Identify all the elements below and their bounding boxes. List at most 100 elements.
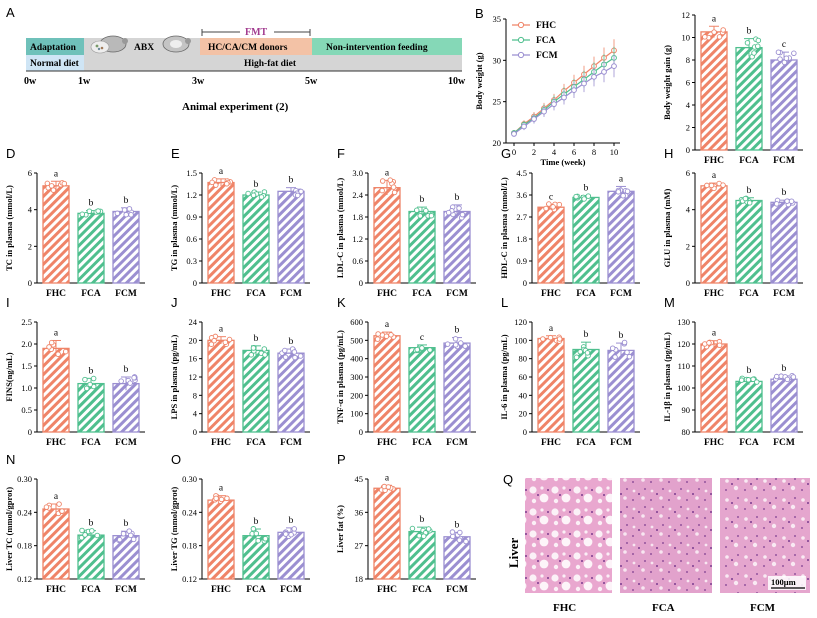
data-point — [773, 373, 780, 380]
data-point — [79, 527, 85, 534]
data-point — [420, 533, 427, 539]
significance-letter: a — [385, 473, 390, 483]
y-tick-label: 0.18 — [17, 541, 32, 551]
data-point — [425, 526, 432, 532]
data-point — [48, 339, 55, 346]
bar-fhc — [537, 337, 565, 433]
data-point — [720, 182, 726, 188]
significance-letter: a — [54, 169, 59, 179]
x-axis-label: Time (week) — [541, 157, 586, 167]
chart-panel-f: F 0 0.6 1.2 1.8 2.4 3.0 LDL-C in plasma (mmol/L… — [335, 146, 476, 299]
data-point — [283, 531, 289, 537]
bar-fca — [77, 212, 105, 284]
y-tick-label: 20 — [189, 335, 198, 345]
panel-letter-c: C — [664, 0, 673, 3]
data-point — [543, 205, 549, 212]
data-point — [791, 50, 797, 57]
significance-letter: b — [455, 520, 460, 530]
data-point — [784, 376, 791, 383]
y-tick-label: 2.0 — [21, 339, 32, 349]
data-point — [250, 526, 257, 532]
significance-letter: a — [219, 325, 224, 335]
bar-fcm — [607, 190, 635, 284]
bar-fhc — [700, 185, 728, 284]
y-tick-label: 20 — [493, 138, 502, 148]
data-point — [738, 377, 745, 383]
significance-letter: b — [455, 326, 460, 336]
y-tick-label: 400 — [350, 354, 363, 364]
x-category-label: FCM — [280, 289, 302, 299]
y-axis-label: TG in plasma (mmol/L) — [169, 185, 179, 271]
bar-fhc — [700, 343, 728, 433]
y-tick-label: 0.9 — [186, 212, 197, 222]
y-tick-label: 12 — [189, 372, 198, 382]
histology-image-fcm — [720, 478, 810, 593]
data-point — [581, 196, 587, 202]
significance-letter: b — [619, 331, 624, 341]
bar-fhc — [207, 181, 235, 284]
y-tick-label: 40 — [519, 390, 528, 400]
y-tick-label: 27 — [355, 541, 364, 551]
adaptation-bar — [26, 38, 84, 55]
significance-letter: b — [782, 188, 787, 198]
data-point — [248, 352, 255, 358]
data-point — [250, 192, 257, 198]
data-point — [459, 211, 466, 218]
data-point — [258, 194, 265, 200]
legend-marker — [517, 36, 525, 44]
significance-letter: b — [584, 330, 589, 340]
data-point — [449, 529, 456, 535]
y-tick-label: 600 — [350, 317, 363, 327]
x-category-label: FHC — [377, 438, 397, 448]
significance-letter: c — [549, 192, 553, 202]
data-point — [213, 495, 219, 502]
series-point-fcm — [611, 63, 617, 70]
y-tick-label: 0.30 — [17, 474, 32, 484]
data-point — [121, 207, 128, 213]
data-point — [89, 528, 95, 534]
y-tick-label: 0.24 — [182, 507, 198, 517]
series-point-fcm — [521, 123, 527, 130]
y-tick-label: 8 — [193, 390, 197, 400]
y-tick-label: 2.7 — [516, 212, 527, 222]
bar-fhc — [373, 187, 401, 284]
x-category-label: FHC — [211, 289, 231, 299]
bar-fcm — [277, 352, 305, 433]
data-point — [462, 343, 468, 349]
chart-panel-h: H 0 2 4 6 GLU in plasma (mM) a FHC b FCA b FCM — [662, 146, 803, 299]
bar-fhc — [373, 487, 401, 580]
significance-letter: b — [420, 195, 425, 205]
data-point — [777, 56, 783, 62]
y-axis-label: Liver TC (mmol/gprot) — [4, 487, 14, 571]
data-point — [417, 213, 423, 219]
series-point-fcm — [591, 73, 597, 80]
y-tick-label: 30 — [493, 55, 502, 65]
panel-letter-i: I — [6, 295, 10, 310]
significance-letter: b — [89, 366, 94, 376]
y-tick-label: 10 — [682, 33, 691, 43]
data-point — [262, 352, 268, 358]
chart-panel-b: B 20 25 30 35 0 2 4 6 8 10 Time (week) Body weight (… — [474, 6, 620, 167]
panel-letter-j: J — [171, 295, 178, 310]
data-point — [704, 182, 710, 189]
y-tick-label: 1.8 — [352, 212, 363, 222]
data-point — [208, 341, 215, 347]
x-category-label: FCM — [446, 585, 468, 595]
data-point — [706, 340, 712, 346]
data-point — [255, 537, 261, 544]
bar-fca — [242, 194, 270, 284]
data-point — [379, 187, 385, 194]
y-axis-label: TC in plasma (mmol/L) — [4, 185, 14, 271]
y-axis-label: LDL-C in plasma (mmol/L) — [335, 178, 345, 279]
data-point — [711, 29, 717, 35]
y-tick-label: 0 — [359, 427, 363, 437]
significance-letter: b — [747, 27, 752, 37]
significance-letter: b — [289, 337, 294, 347]
y-tick-label: 0.6 — [352, 256, 363, 266]
y-tick-label: 80 — [682, 427, 691, 437]
y-tick-label: 4 — [193, 409, 198, 419]
x-category-label: FCA — [246, 289, 266, 299]
y-tick-label: 1.2 — [352, 234, 363, 244]
data-point — [387, 177, 394, 183]
data-point — [784, 198, 790, 204]
